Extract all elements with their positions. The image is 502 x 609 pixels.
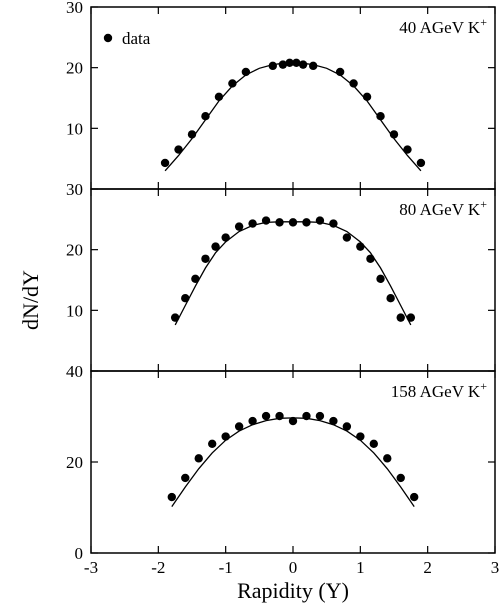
x-tick-label: 3: [491, 558, 500, 577]
panel-2-data-point: [366, 254, 375, 263]
panel-3-label: 158 AGeV K+: [391, 379, 487, 401]
legend-marker: [103, 33, 113, 43]
panel-2-fit-line: [174, 221, 412, 326]
panel-2-data-point: [211, 242, 220, 251]
panel-3-data-point: [396, 473, 405, 483]
panel-3-data-point: [248, 416, 257, 426]
panel-3-data-point: [315, 411, 325, 421]
panel-1-data-point: [298, 60, 308, 69]
x-tick-label: 0: [289, 558, 298, 577]
panel-3-data-point: [194, 454, 203, 463]
panel-1-data-point: [160, 158, 170, 168]
panel-1-y-tick-label: 10: [66, 119, 83, 138]
panel-3-data-point: [329, 416, 338, 426]
panel-1-data-point: [403, 145, 412, 154]
panel-2-data-point: [396, 313, 405, 322]
panel-3-data-point: [234, 422, 244, 431]
panel-3-data-point: [383, 454, 392, 463]
panel-1-data-point: [349, 79, 358, 88]
panel-1-data-point: [228, 79, 237, 88]
panel-1-data-point: [416, 158, 426, 168]
panel-1-label: 40 AGeV K+: [399, 15, 487, 37]
legend-label: data: [122, 29, 151, 48]
panel-3-data-point: [167, 492, 176, 502]
panel-1-y-tick-label: 20: [66, 59, 83, 78]
panel-3-data-point: [288, 416, 298, 426]
panel-1-data-point: [201, 112, 210, 121]
x-tick-label: -1: [219, 558, 233, 577]
panel-2-data-point: [376, 274, 385, 283]
panel-2-data-point: [221, 233, 230, 242]
x-tick-label: 2: [423, 558, 432, 577]
panel-3-y-tick-label: 40: [66, 362, 83, 381]
panel-3-y-tick-label: 0: [75, 544, 84, 563]
panel-3-fit-line: [171, 417, 415, 507]
panel-2-y-tick-label: 30: [66, 180, 83, 199]
panel-3-data-point: [410, 492, 419, 502]
y-axis-title: dN/dY: [18, 270, 43, 330]
panel-2-data-point: [191, 274, 200, 283]
x-tick-label: 1: [356, 558, 365, 577]
x-tick-label: -2: [151, 558, 165, 577]
panel-3-data-point: [342, 422, 352, 431]
panel-2-data-point: [234, 222, 244, 231]
panel-2-data-point: [386, 294, 395, 303]
panel-3-data-point: [181, 473, 190, 483]
panel-3-data-point: [261, 411, 271, 421]
panel-2-label: 80 AGeV K+: [399, 197, 487, 219]
panel-1-data-point: [376, 112, 385, 121]
x-tick-label: -3: [84, 558, 98, 577]
panel-2-data-point: [342, 233, 352, 242]
panel-2-y-tick-label: 20: [66, 241, 83, 260]
panel-1-fit-line: [164, 62, 422, 172]
panel-2-data-point: [201, 254, 210, 263]
x-axis-title: Rapidity (Y): [237, 578, 349, 603]
panel-3-data-point: [369, 439, 378, 448]
panel-2-y-tick-label: 10: [66, 301, 83, 320]
panel-1-data-point: [174, 145, 183, 154]
panel-1-y-tick-label: 30: [66, 0, 83, 17]
panel-3-data-point: [208, 439, 217, 448]
panel-3-y-tick-label: 20: [66, 453, 83, 472]
panel-2-data-point: [356, 242, 365, 251]
